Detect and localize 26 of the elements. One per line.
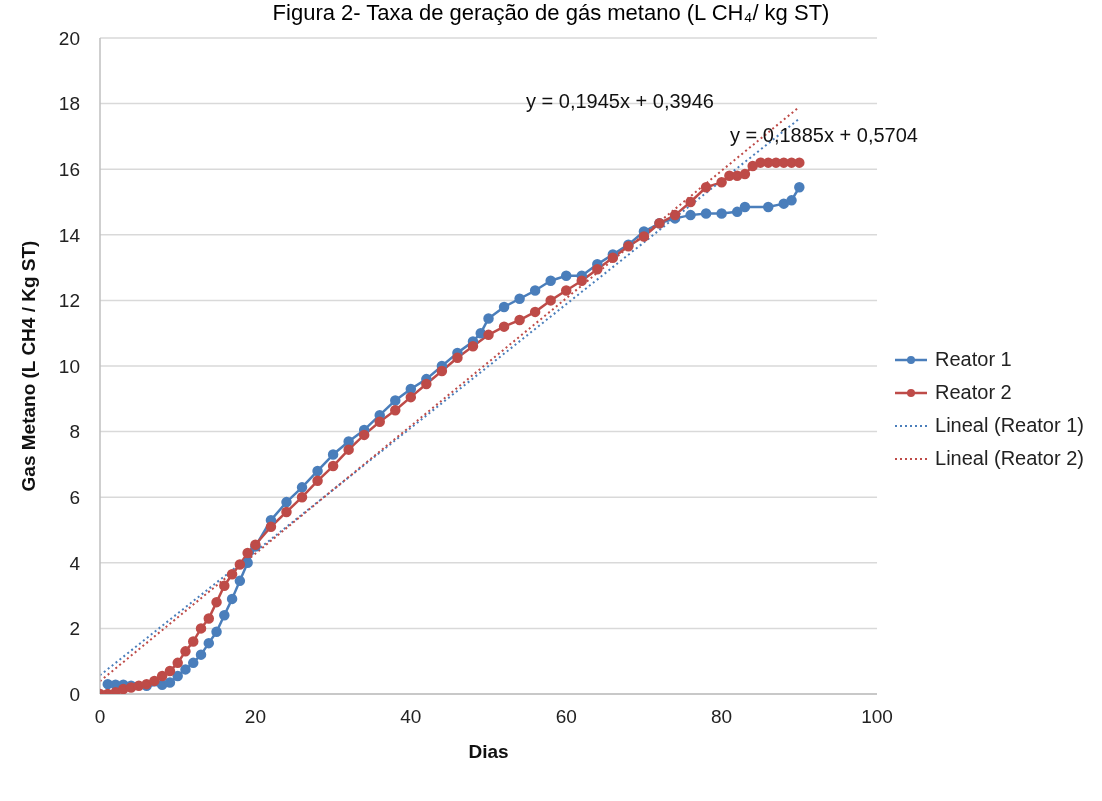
y-tick-label: 18: [58, 93, 80, 115]
annotation: y = 0,1945x + 0,3946: [526, 90, 714, 113]
legend-label: Lineal (Reator 1): [935, 414, 1084, 437]
x-tick-label: 60: [555, 706, 577, 728]
annotation: y = 0,1885x + 0,5704: [730, 124, 918, 147]
chart-title: Figura 2- Taxa de geração de gás metano (L CH₄/ kg ST): [271, 0, 831, 25]
y-axis-title: Gas Metano (L CH4 / Kg ST): [17, 240, 39, 492]
y-tick-label: 16: [58, 158, 80, 180]
x-tick-label: 0: [94, 706, 106, 728]
y-tick-label: 2: [69, 618, 80, 640]
y-tick-label: 8: [69, 421, 80, 443]
y-tick-label: 10: [58, 355, 80, 377]
y-tick-label: 6: [69, 486, 80, 508]
y-tick-label: 14: [58, 224, 81, 246]
legend-label: Reator 1: [935, 348, 1012, 371]
x-axis-title: Dias: [468, 741, 509, 762]
y-tick-label: 20: [58, 27, 80, 49]
legend-label: Lineal (Reator 2): [935, 447, 1084, 470]
x-tick-label: 20: [244, 706, 266, 728]
x-tick-label: 80: [711, 706, 733, 728]
y-tick-label: 12: [58, 290, 80, 312]
legend-label: Reator 2: [935, 381, 1012, 404]
y-tick-label: 0: [69, 683, 80, 705]
x-tick-label: 40: [400, 706, 422, 728]
y-tick-label: 4: [69, 552, 81, 574]
x-tick-label: 100: [861, 706, 893, 728]
